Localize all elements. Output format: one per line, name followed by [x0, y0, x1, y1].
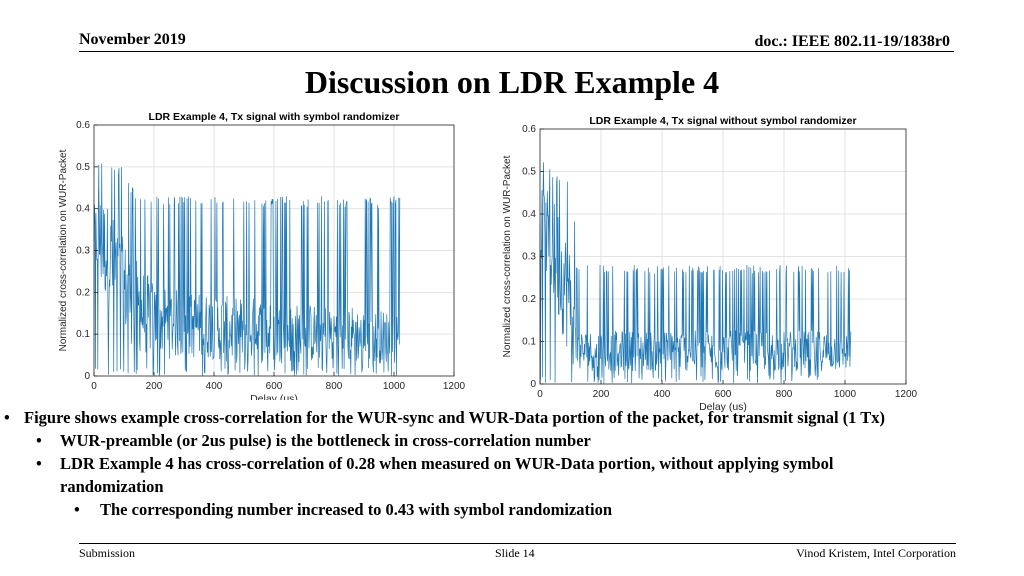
y-tick-label: 0.4: [76, 204, 90, 215]
bullet-marker: •: [74, 500, 80, 519]
footer-submission: Submission: [79, 546, 136, 560]
series-line: [93, 163, 401, 377]
x-tick-label: 600: [715, 389, 732, 400]
y-tick-label: 0.2: [522, 294, 536, 305]
bullet-text: randomization: [60, 477, 164, 496]
x-tick-label: 1200: [895, 389, 918, 400]
chart-title: LDR Example 4, Tx signal with symbol ran…: [149, 111, 400, 123]
y-tick-label: 0.5: [522, 167, 536, 178]
bullet-text: The corresponding number increased to 0.…: [100, 500, 612, 519]
footer-author: Vinod Kristem, Intel Corporation: [796, 546, 956, 560]
header-doc-id: doc.: IEEE 802.11-19/1838r0: [754, 33, 950, 50]
bullet-text: LDR Example 4 has cross-correlation of 0…: [60, 454, 834, 473]
series-line: [539, 162, 852, 384]
bullet-marker: •: [36, 454, 42, 473]
y-tick-label: 0.3: [76, 246, 90, 257]
x-tick-label: 800: [776, 389, 793, 400]
chart-svg-with-randomizer: 0 200 400 600 800 1000 1200 0 0.1 0.2 0.3 0.4 0.5 0.6…: [58, 111, 466, 400]
y-tick-label: 0.3: [522, 252, 536, 263]
y-tick-label: 0.2: [76, 287, 90, 298]
slide-title: Discussion on LDR Example 4: [304, 64, 720, 100]
y-tick-label: 0.6: [76, 120, 90, 131]
y-tick-label: 0.6: [522, 124, 536, 135]
y-tick-label: 0.4: [522, 209, 536, 220]
x-tick-label: 0: [537, 389, 543, 400]
x-tick-label: 600: [266, 381, 283, 392]
x-tick-label: 1000: [383, 381, 406, 392]
footer-slide-number: Slide 14: [495, 546, 535, 560]
y-tick-label: 0.5: [76, 162, 90, 173]
x-tick-label: 200: [146, 381, 163, 392]
header-date: November 2019: [79, 31, 186, 48]
x-tick-label: 200: [593, 389, 610, 400]
x-tick-label: 400: [654, 389, 671, 400]
y-tick-label: 0.1: [522, 337, 536, 348]
x-axis-label: Delay (us): [699, 401, 747, 413]
x-tick-label: 400: [206, 381, 223, 392]
chart-without-randomizer: 0 200 400 600 800 1000 1200 0 0.1 0.2 0.3 0.4 0.5 0.6…: [500, 112, 920, 418]
y-axis-label: Normalized cross-correlation on WUR-Pack…: [58, 149, 69, 351]
chart-svg-without-randomizer: 0 200 400 600 800 1000 1200 0 0.1 0.2 0.3 0.4 0.5 0.6…: [502, 115, 918, 413]
bullet-marker: •: [4, 408, 10, 427]
bullet-text: WUR-preamble (or 2us pulse) is the bottl…: [60, 431, 591, 450]
x-tick-label: 1200: [443, 381, 466, 392]
y-axis-label: Normalized cross-correlation on WUR-Pack…: [502, 155, 513, 357]
x-tick-label: 1000: [834, 389, 857, 400]
bullet-marker: •: [36, 431, 42, 450]
y-tick-label: 0: [84, 371, 90, 382]
y-tick-label: 0: [530, 379, 536, 390]
footer-divider: [79, 543, 956, 544]
header-divider: [79, 51, 954, 52]
y-tick-label: 0.1: [76, 329, 90, 340]
x-tick-label: 800: [326, 381, 343, 392]
chart-with-randomizer: 0 200 400 600 800 1000 1200 0 0.1 0.2 0.3 0.4 0.5 0.6…: [56, 108, 468, 400]
x-tick-label: 0: [91, 381, 97, 392]
chart-title: LDR Example 4, Tx signal without symbol …: [589, 115, 856, 127]
x-axis-label: Delay (us): [250, 393, 298, 400]
bullet-text: Figure shows example cross-correlation f…: [24, 408, 886, 427]
